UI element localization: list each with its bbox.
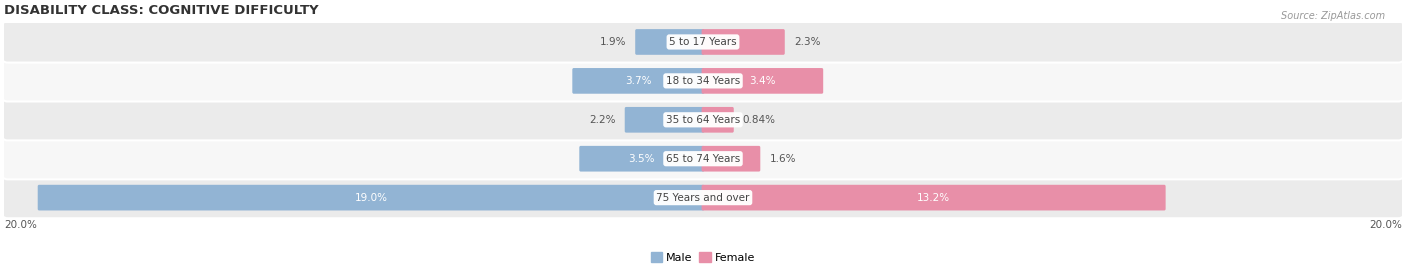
Text: 18 to 34 Years: 18 to 34 Years: [666, 76, 740, 86]
Text: 5 to 17 Years: 5 to 17 Years: [669, 37, 737, 47]
FancyBboxPatch shape: [702, 185, 1166, 211]
Text: 35 to 64 Years: 35 to 64 Years: [666, 115, 740, 125]
FancyBboxPatch shape: [579, 146, 704, 171]
Text: DISABILITY CLASS: COGNITIVE DIFFICULTY: DISABILITY CLASS: COGNITIVE DIFFICULTY: [4, 4, 319, 17]
Text: 75 Years and over: 75 Years and over: [657, 193, 749, 202]
Text: 20.0%: 20.0%: [1369, 220, 1402, 230]
Text: 3.5%: 3.5%: [628, 154, 655, 164]
FancyBboxPatch shape: [1, 177, 1405, 218]
Text: 2.3%: 2.3%: [794, 37, 820, 47]
Text: 65 to 74 Years: 65 to 74 Years: [666, 154, 740, 164]
FancyBboxPatch shape: [702, 107, 734, 133]
Text: 0.84%: 0.84%: [742, 115, 776, 125]
FancyBboxPatch shape: [1, 138, 1405, 179]
Text: 3.7%: 3.7%: [626, 76, 651, 86]
FancyBboxPatch shape: [702, 29, 785, 55]
Text: 1.9%: 1.9%: [599, 37, 626, 47]
FancyBboxPatch shape: [702, 146, 761, 171]
FancyBboxPatch shape: [1, 99, 1405, 140]
Text: 1.6%: 1.6%: [769, 154, 796, 164]
Legend: Male, Female: Male, Female: [648, 249, 758, 265]
FancyBboxPatch shape: [1, 21, 1405, 63]
FancyBboxPatch shape: [702, 68, 823, 94]
FancyBboxPatch shape: [572, 68, 704, 94]
Text: 2.2%: 2.2%: [589, 115, 616, 125]
Text: 20.0%: 20.0%: [4, 220, 37, 230]
Text: 3.4%: 3.4%: [749, 76, 776, 86]
FancyBboxPatch shape: [636, 29, 704, 55]
FancyBboxPatch shape: [38, 185, 704, 211]
FancyBboxPatch shape: [624, 107, 704, 133]
Text: 19.0%: 19.0%: [354, 193, 388, 202]
Text: Source: ZipAtlas.com: Source: ZipAtlas.com: [1281, 11, 1385, 21]
Text: 13.2%: 13.2%: [917, 193, 950, 202]
FancyBboxPatch shape: [1, 60, 1405, 102]
